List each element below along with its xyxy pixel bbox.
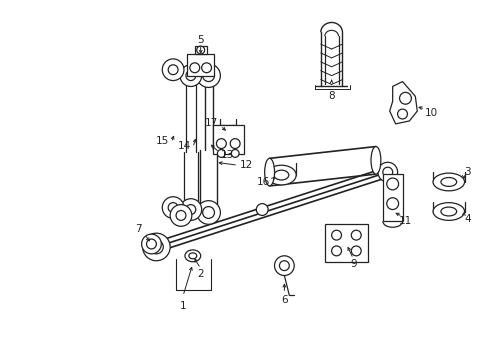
Text: 4: 4 xyxy=(464,215,470,224)
Circle shape xyxy=(196,46,204,54)
Circle shape xyxy=(202,207,214,219)
Circle shape xyxy=(256,204,267,215)
Circle shape xyxy=(231,149,239,157)
Ellipse shape xyxy=(370,147,380,174)
Ellipse shape xyxy=(440,177,456,186)
Text: 15: 15 xyxy=(156,136,169,145)
Circle shape xyxy=(162,197,183,219)
Ellipse shape xyxy=(266,165,296,185)
Circle shape xyxy=(350,246,361,256)
Text: 5: 5 xyxy=(197,35,203,45)
Text: 14: 14 xyxy=(177,140,190,150)
Text: 17: 17 xyxy=(205,118,218,128)
Bar xyxy=(382,174,402,221)
Text: 2: 2 xyxy=(197,269,203,279)
Circle shape xyxy=(386,178,398,190)
Text: 8: 8 xyxy=(327,91,334,101)
Text: 3: 3 xyxy=(464,167,470,177)
Circle shape xyxy=(386,198,398,210)
Bar xyxy=(324,224,367,262)
Circle shape xyxy=(382,167,392,177)
Circle shape xyxy=(331,246,341,256)
Circle shape xyxy=(142,233,170,261)
Text: 12: 12 xyxy=(240,160,253,170)
Circle shape xyxy=(180,65,201,86)
Circle shape xyxy=(176,211,185,220)
Circle shape xyxy=(350,230,361,240)
Circle shape xyxy=(196,64,220,87)
Bar xyxy=(212,125,244,154)
Text: 10: 10 xyxy=(424,108,437,118)
Circle shape xyxy=(149,240,163,254)
Circle shape xyxy=(185,204,195,215)
Text: 1: 1 xyxy=(179,301,186,311)
Text: 13: 13 xyxy=(220,150,233,161)
Circle shape xyxy=(202,70,214,82)
Circle shape xyxy=(274,256,294,275)
Circle shape xyxy=(216,139,226,148)
Circle shape xyxy=(377,162,397,182)
Circle shape xyxy=(201,63,211,73)
Circle shape xyxy=(142,234,161,254)
Ellipse shape xyxy=(440,207,456,216)
Circle shape xyxy=(331,230,341,240)
Circle shape xyxy=(230,139,240,148)
Circle shape xyxy=(146,239,156,249)
Text: 11: 11 xyxy=(398,216,411,226)
Circle shape xyxy=(196,201,220,224)
Circle shape xyxy=(185,71,195,81)
Ellipse shape xyxy=(264,158,274,186)
Circle shape xyxy=(180,199,201,220)
Bar xyxy=(194,46,206,54)
Ellipse shape xyxy=(188,253,196,259)
Circle shape xyxy=(399,93,410,104)
Circle shape xyxy=(397,109,407,119)
Ellipse shape xyxy=(184,250,200,262)
Circle shape xyxy=(168,65,178,75)
Circle shape xyxy=(189,63,199,73)
Circle shape xyxy=(170,204,191,226)
Text: 7: 7 xyxy=(135,224,142,234)
Circle shape xyxy=(168,203,178,212)
Text: 9: 9 xyxy=(349,259,356,269)
Ellipse shape xyxy=(432,173,464,191)
Text: 16: 16 xyxy=(256,177,269,187)
Circle shape xyxy=(279,261,289,271)
Circle shape xyxy=(162,59,183,81)
Bar xyxy=(186,54,214,76)
Ellipse shape xyxy=(273,170,288,180)
Text: 6: 6 xyxy=(281,295,287,305)
Circle shape xyxy=(217,149,225,157)
Ellipse shape xyxy=(432,203,464,220)
